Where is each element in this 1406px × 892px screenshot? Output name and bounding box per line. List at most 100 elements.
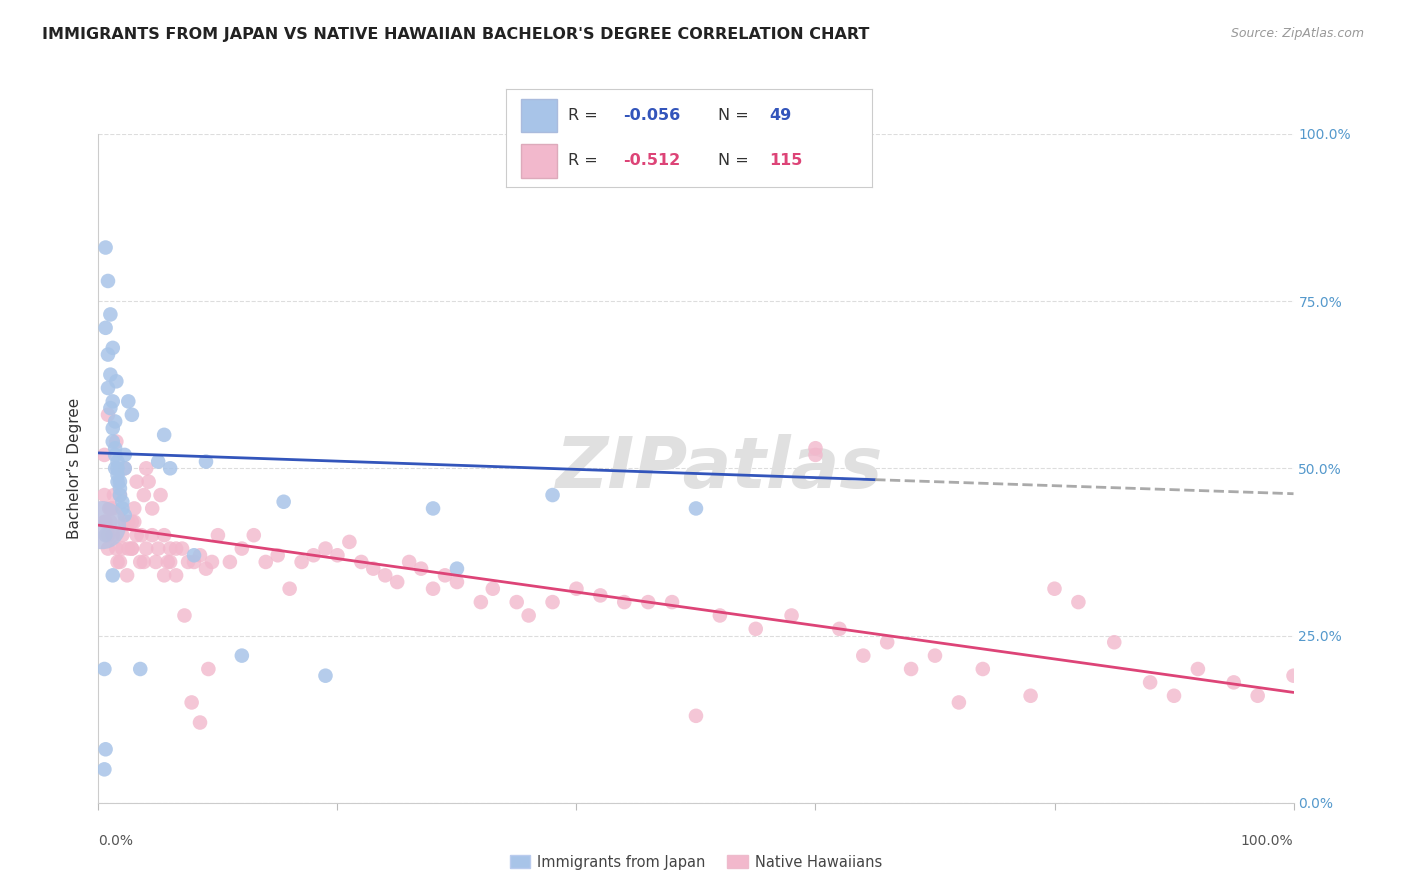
Point (326, 548, 349, 563)
Point (315, 669, 337, 683)
Point (481, 582, 505, 596)
Point (411, 562, 433, 576)
Text: R =: R = (568, 153, 609, 169)
Point (685, 501, 707, 516)
Point (114, 461, 136, 475)
Point (97, 528, 120, 542)
Point (661, 595, 683, 609)
Text: -0.512: -0.512 (623, 153, 681, 169)
Point (135, 461, 157, 475)
Point (101, 434, 124, 449)
Point (107, 468, 129, 483)
Point (103, 488, 125, 502)
Point (172, 541, 194, 556)
Point (398, 555, 420, 569)
Point (93, 448, 115, 462)
Point (148, 455, 170, 469)
FancyBboxPatch shape (520, 99, 557, 132)
Point (948, 696, 970, 710)
Point (117, 515, 139, 529)
Point (446, 575, 468, 590)
Text: 49: 49 (769, 108, 792, 123)
Point (159, 461, 181, 475)
Point (111, 541, 134, 556)
Point (231, 648, 253, 663)
Point (129, 662, 152, 676)
Point (101, 341, 124, 355)
Point (101, 568, 124, 582)
Point (350, 555, 373, 569)
Point (165, 568, 187, 582)
Point (111, 494, 134, 508)
Point (115, 568, 138, 582)
Point (125, 528, 148, 542)
Point (94, 528, 117, 542)
Point (107, 461, 129, 475)
Point (105, 541, 128, 556)
Point (972, 662, 994, 676)
Point (219, 555, 242, 569)
Point (111, 501, 134, 516)
Point (1067, 595, 1090, 609)
Point (188, 715, 211, 730)
Point (138, 475, 160, 489)
Point (1043, 582, 1066, 596)
Point (1139, 675, 1161, 690)
Point (541, 488, 564, 502)
Point (104, 415, 127, 429)
Point (207, 528, 229, 542)
Point (97, 541, 120, 556)
Point (101, 394, 124, 409)
Point (153, 568, 176, 582)
Point (132, 555, 155, 569)
Point (188, 548, 211, 563)
Point (132, 488, 155, 502)
Point (180, 696, 202, 710)
Point (153, 528, 176, 542)
Point (107, 555, 129, 569)
Point (114, 461, 136, 475)
Point (273, 494, 295, 508)
Point (183, 548, 205, 563)
Point (114, 448, 136, 462)
Point (173, 608, 195, 623)
Point (339, 535, 360, 549)
Point (141, 501, 163, 516)
Point (105, 434, 128, 449)
Point (159, 555, 181, 569)
Point (201, 555, 224, 569)
Point (828, 622, 851, 636)
Point (107, 455, 129, 469)
Point (104, 448, 127, 462)
Point (900, 662, 922, 676)
Point (183, 555, 205, 569)
Point (159, 541, 181, 556)
Point (153, 428, 176, 442)
Point (315, 541, 337, 556)
Point (177, 555, 200, 569)
Point (104, 461, 127, 475)
Point (254, 555, 277, 569)
Text: R =: R = (568, 108, 603, 123)
Point (267, 548, 290, 563)
Point (94, 241, 117, 255)
Point (101, 528, 124, 542)
Point (124, 515, 146, 529)
Point (97, 408, 120, 422)
Point (780, 608, 803, 623)
Point (149, 488, 172, 502)
Y-axis label: Bachelor’s Degree: Bachelor’s Degree (67, 398, 83, 539)
Point (1019, 689, 1042, 703)
Point (385, 575, 409, 590)
Point (374, 568, 396, 582)
Point (1282, 669, 1305, 683)
Point (637, 595, 659, 609)
Point (804, 448, 827, 462)
Point (613, 595, 636, 609)
Point (94, 742, 117, 756)
Point (291, 555, 314, 569)
Point (114, 515, 136, 529)
Point (93, 662, 115, 676)
Point (114, 508, 136, 523)
Point (121, 515, 143, 529)
